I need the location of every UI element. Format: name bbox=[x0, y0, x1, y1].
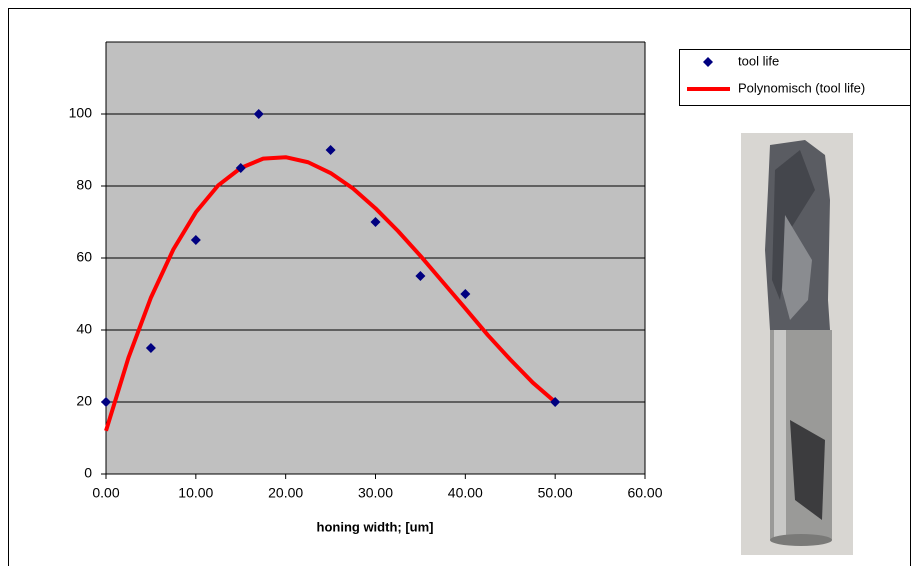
trend-line bbox=[104, 155, 557, 432]
x-tick-label: 60.00 bbox=[627, 485, 662, 501]
data-point bbox=[550, 397, 561, 407]
legend-label: Polynomisch (tool life) bbox=[738, 80, 865, 95]
x-tick-label: 40.00 bbox=[448, 485, 483, 501]
legend bbox=[679, 49, 911, 106]
y-tick-label: 100 bbox=[69, 105, 93, 121]
y-tick-label: 60 bbox=[76, 249, 92, 265]
data-point bbox=[370, 217, 381, 227]
x-tick-label: 10.00 bbox=[178, 485, 213, 501]
x-tick-label: 0.00 bbox=[92, 485, 119, 501]
x-tick-label: 20.00 bbox=[268, 485, 303, 501]
data-point bbox=[145, 343, 156, 353]
data-point bbox=[325, 145, 336, 155]
data-point bbox=[253, 109, 264, 119]
legend-swatch bbox=[703, 57, 713, 67]
x-tick-label: 50.00 bbox=[538, 485, 573, 501]
x-tick-label: 30.00 bbox=[358, 485, 393, 501]
y-tick-label: 0 bbox=[84, 465, 92, 481]
data-point bbox=[190, 235, 201, 245]
data-point bbox=[101, 397, 111, 407]
y-tick-label: 80 bbox=[76, 177, 92, 193]
y-tick-label: 20 bbox=[76, 393, 92, 409]
data-point bbox=[415, 271, 426, 281]
legend-label: tool life bbox=[738, 53, 779, 68]
tool-photo bbox=[741, 133, 853, 555]
y-tick-label: 40 bbox=[76, 321, 92, 337]
data-point bbox=[460, 289, 471, 299]
x-axis-title: honing width; [um] bbox=[317, 519, 434, 534]
data-point bbox=[235, 163, 246, 173]
